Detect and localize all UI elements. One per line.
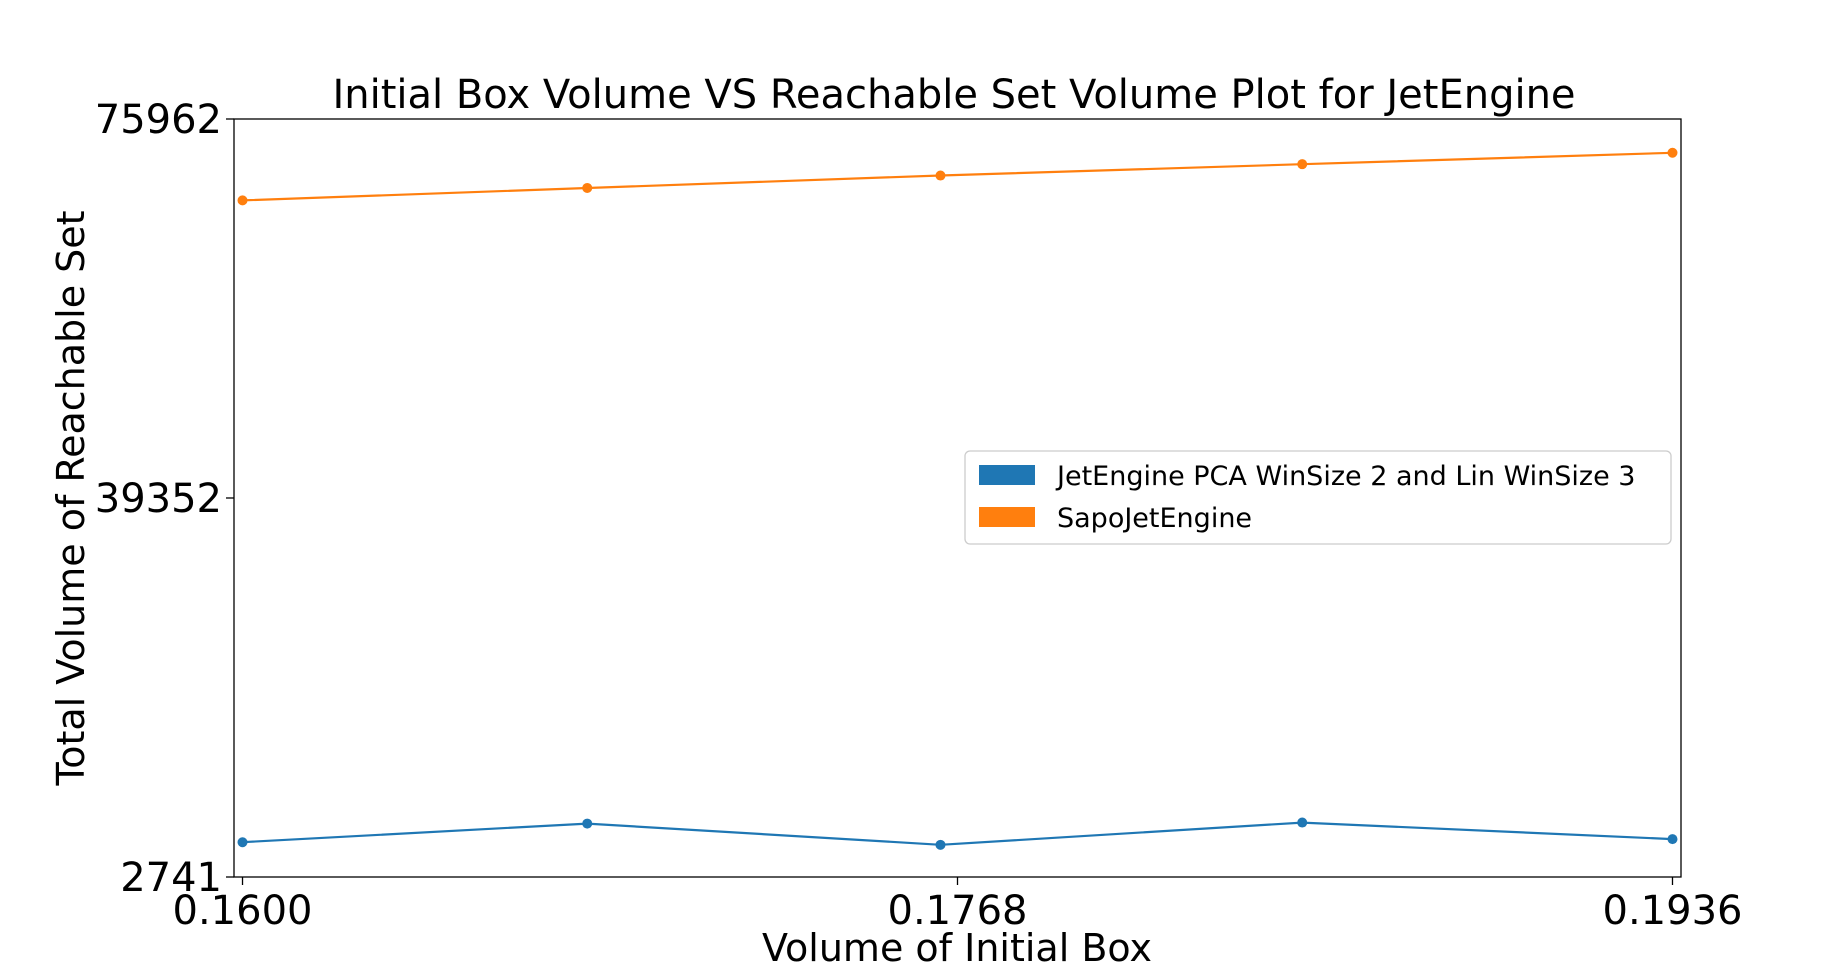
data-point-series-1-4 [1297,817,1308,828]
chart-title: Initial Box Volume VS Reachable Set Volu… [332,72,1575,118]
x-tick-label: 0.1936 [1603,888,1743,934]
y-axis-ticks: 2741 39352 75962 [95,97,234,901]
legend-swatch-series-1 [979,465,1035,485]
data-point-series-2-5 [1667,147,1678,158]
data-point-series-2-3 [935,170,946,181]
y-axis-label: Total Volume of Reachable Set [49,210,93,786]
y-tick-label: 75962 [95,97,222,143]
x-tick-label: 0.1600 [173,888,313,934]
data-point-series-2-2 [582,182,593,193]
data-point-series-1-3 [935,839,946,850]
legend: JetEngine PCA WinSize 2 and Lin WinSize … [964,450,1672,545]
x-axis-label: Volume of Initial Box [762,926,1152,970]
y-tick-label: 2741 [120,855,222,901]
data-point-series-1-5 [1667,834,1678,845]
data-point-series-2-1 [237,195,248,206]
legend-label-series-1: JetEngine PCA WinSize 2 and Lin WinSize … [1055,461,1635,492]
legend-label-series-2: SapoJetEngine [1057,503,1252,534]
x-axis-ticks: 0.1600 0.1768 0.1936 [173,877,1743,934]
series-layer [237,147,1678,850]
data-point-series-1-1 [237,837,248,848]
data-point-series-1-2 [582,818,593,829]
x-tick-label: 0.1768 [888,888,1028,934]
legend-frame [964,450,1672,545]
data-point-series-2-4 [1297,159,1308,170]
y-tick-label: 39352 [95,476,222,522]
legend-swatch-series-2 [979,507,1035,527]
